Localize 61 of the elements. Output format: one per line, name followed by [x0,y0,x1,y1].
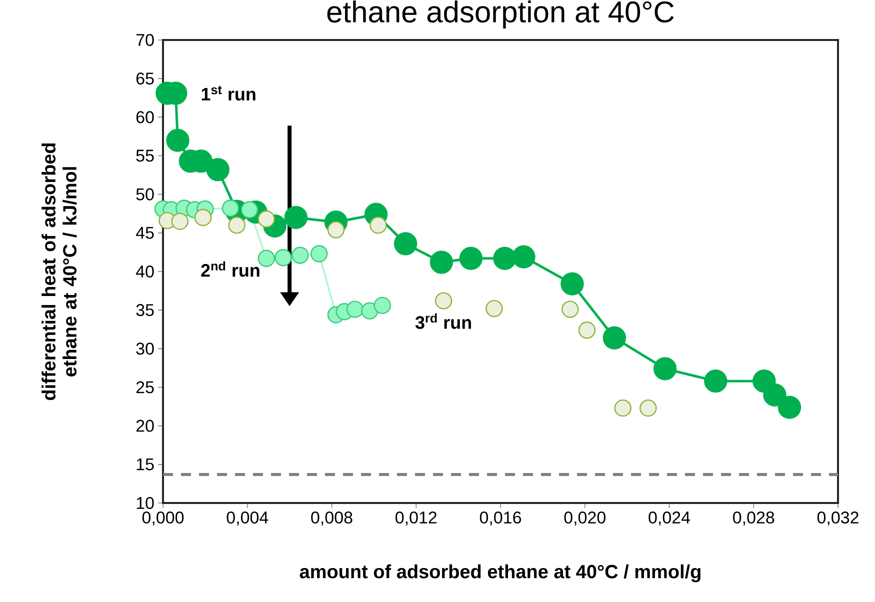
y-tick-label: 40 [136,265,154,278]
y-tick-label: 25 [136,381,154,394]
point [374,296,391,314]
x-tick-label: 0,032 [817,512,858,526]
point [434,292,452,310]
point [614,399,632,417]
point [459,246,483,270]
x-tick-label: 0,012 [396,512,437,526]
point [763,383,786,407]
point [310,245,328,262]
point [778,396,802,419]
y-axis-title: differential heat of adsorbed ethane at 40°C / kJ/mol [42,143,77,400]
point [493,246,516,270]
point [640,399,657,417]
x-tick-label: 0,020 [564,512,606,526]
point [512,245,536,268]
y-tick-label: 15 [136,458,154,470]
point [486,300,503,318]
point [394,232,418,256]
point [562,300,579,318]
y-tick-label: 60 [136,111,154,124]
x-tick-label: 0,000 [142,512,184,526]
y-tick-label: 55 [136,150,154,162]
point [274,249,292,266]
x-tick-label: 0,028 [733,512,774,526]
series-label: 3$^{rd}$ run [415,313,471,329]
chart-title: ethane adsorption at 40°C [327,0,674,28]
x-axis-title: amount of adsorbed ethane at 40°C / mmol/g [300,564,700,582]
point [166,128,190,152]
point [704,369,728,393]
point [228,216,246,234]
series-label: 2$^{nd}$ run [201,261,260,277]
y-tick-label: 50 [136,188,154,200]
point [284,206,308,230]
y-tick-label: 45 [136,226,154,239]
x-tick-label: 0,004 [226,512,268,526]
x-tick-label: 0,024 [648,512,690,526]
point [560,272,584,296]
y-tick-label: 65 [136,72,154,85]
point [346,300,364,318]
point [258,250,275,267]
point [292,246,309,264]
point [222,200,240,217]
point [602,326,626,350]
x-tick-label: 0,016 [480,512,522,526]
y-tick-label: 10 [136,496,154,510]
y-tick-label: 30 [136,342,154,355]
point [194,208,212,226]
point [361,302,378,320]
point [206,158,230,182]
point [578,322,596,339]
y-tick-label: 20 [136,420,154,432]
point [430,250,454,274]
y-tick-label: 35 [136,304,154,316]
legend-label: 1$^{st}$ run [202,86,256,101]
y-tick-label: 70 [136,34,154,46]
x-tick-label: 0,008 [311,512,352,526]
point [327,221,345,238]
point [171,212,188,230]
point [653,357,677,380]
point [370,216,387,234]
